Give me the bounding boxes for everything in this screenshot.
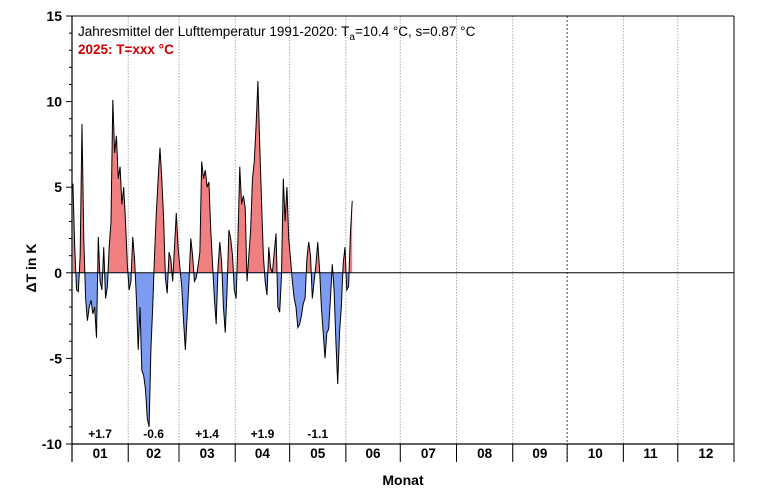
month-label: 01 <box>93 446 109 461</box>
monthly-anomaly-label: +1.7 <box>88 427 112 441</box>
y-tick-label: 5 <box>54 179 62 195</box>
y-tick-label: 15 <box>46 8 62 24</box>
x-axis-label: Monat <box>382 472 424 488</box>
month-label: 09 <box>532 446 547 461</box>
chart-subtitle: 2025: T=xxx °C <box>78 42 174 57</box>
daily-anomaly-areas <box>72 81 353 427</box>
month-label: 05 <box>310 446 326 461</box>
month-labels: 01 02 03 04 05 06 07 08 09 10 11 12 <box>93 446 714 461</box>
monthly-anomaly-label: +1.4 <box>195 427 219 441</box>
y-tick-label: 10 <box>46 94 62 110</box>
y-axis-label: ΔT in K <box>23 244 39 293</box>
month-label: 11 <box>643 446 658 461</box>
month-label: 02 <box>146 446 161 461</box>
negative-anomaly-area <box>72 272 353 427</box>
monthly-anomaly-label: -0.6 <box>143 427 164 441</box>
y-tick-label: -10 <box>42 436 62 452</box>
y-tick-label: 0 <box>54 265 62 281</box>
y-tick-label: -5 <box>50 350 63 366</box>
daily-anomaly-line <box>72 81 353 427</box>
axes <box>66 15 735 462</box>
month-gridlines <box>127 16 679 462</box>
monthly-anomaly-labels: +1.7 -0.6 +1.4 +1.9 -1.1 <box>88 427 328 441</box>
monthly-anomaly-label: -1.1 <box>307 427 328 441</box>
month-label: 10 <box>588 446 603 461</box>
y-tick-labels: -10 -5 0 5 10 15 <box>42 8 62 452</box>
month-label: 12 <box>698 446 713 461</box>
monthly-anomaly-label: +1.9 <box>251 427 275 441</box>
month-label: 08 <box>477 446 493 461</box>
month-label: 06 <box>366 446 382 461</box>
month-label: 03 <box>200 446 216 461</box>
month-label: 04 <box>255 446 271 461</box>
chart-title: Jahresmittel der Lufttemperatur 1991-202… <box>78 24 476 43</box>
month-label: 07 <box>421 446 436 461</box>
